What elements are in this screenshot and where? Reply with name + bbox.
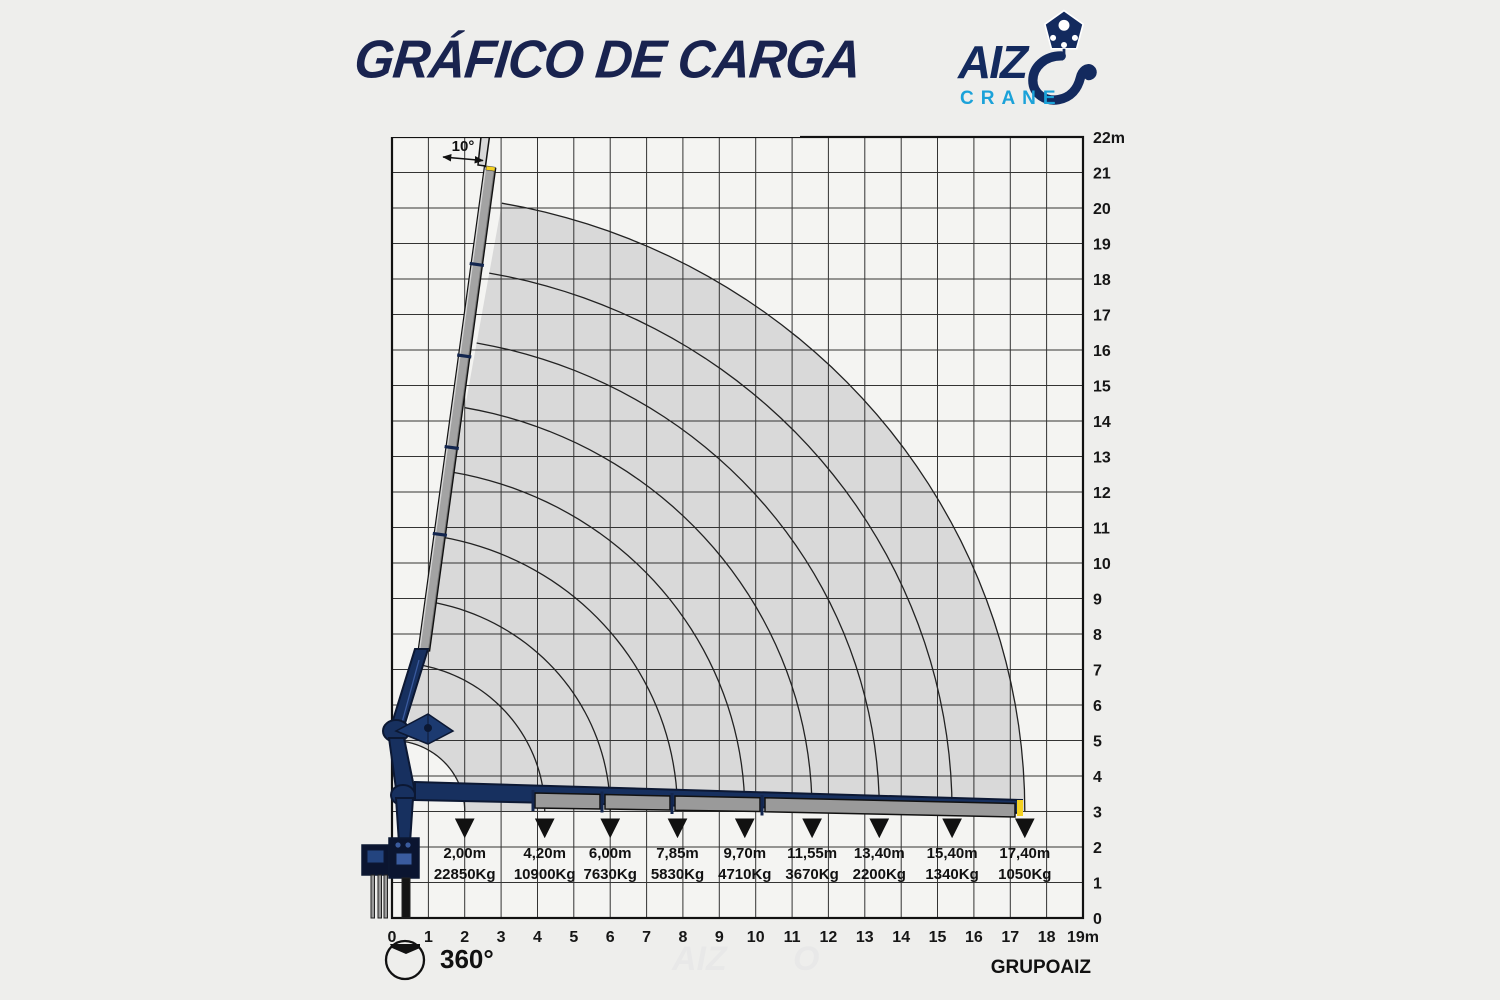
svg-text:13,40m: 13,40m (854, 845, 905, 862)
svg-text:9: 9 (1093, 592, 1102, 609)
svg-text:10: 10 (747, 929, 765, 946)
svg-text:16: 16 (1093, 343, 1111, 360)
svg-text:3: 3 (497, 929, 506, 946)
svg-text:19m: 19m (1067, 929, 1099, 946)
svg-text:9: 9 (715, 929, 724, 946)
svg-text:5830Kg: 5830Kg (651, 866, 704, 883)
svg-text:10900Kg: 10900Kg (514, 866, 576, 883)
svg-text:19: 19 (1093, 237, 1111, 254)
svg-text:17: 17 (1001, 929, 1019, 946)
svg-text:12: 12 (820, 929, 838, 946)
svg-text:1340Kg: 1340Kg (925, 866, 978, 883)
svg-text:10°: 10° (452, 138, 475, 155)
svg-text:17: 17 (1093, 308, 1111, 325)
svg-text:2200Kg: 2200Kg (853, 866, 906, 883)
svg-text:16: 16 (965, 929, 983, 946)
svg-text:5: 5 (1093, 734, 1102, 751)
svg-text:1050Kg: 1050Kg (998, 866, 1051, 883)
svg-text:0: 0 (1093, 911, 1102, 928)
svg-text:14: 14 (1093, 414, 1111, 431)
svg-text:3: 3 (1093, 805, 1102, 822)
svg-text:8: 8 (1093, 627, 1102, 644)
svg-text:5: 5 (569, 929, 578, 946)
svg-text:15: 15 (1093, 379, 1111, 396)
svg-text:11,55m: 11,55m (787, 845, 837, 862)
svg-text:6,00m: 6,00m (589, 845, 632, 862)
svg-text:15: 15 (929, 929, 947, 946)
svg-text:1: 1 (424, 929, 433, 946)
svg-text:1: 1 (1093, 876, 1102, 893)
svg-text:20: 20 (1093, 201, 1111, 218)
svg-text:21: 21 (1093, 166, 1111, 183)
svg-text:18: 18 (1093, 272, 1111, 289)
svg-text:0: 0 (388, 929, 397, 946)
svg-text:10: 10 (1093, 556, 1111, 573)
svg-text:4,20m: 4,20m (523, 845, 566, 862)
svg-text:7630Kg: 7630Kg (584, 866, 637, 883)
svg-text:4710Kg: 4710Kg (718, 866, 771, 883)
svg-text:13: 13 (856, 929, 874, 946)
svg-text:3670Kg: 3670Kg (785, 866, 838, 883)
svg-text:8: 8 (678, 929, 687, 946)
svg-text:7: 7 (1093, 663, 1102, 680)
svg-text:4: 4 (1093, 769, 1102, 786)
svg-text:2: 2 (1093, 840, 1102, 857)
svg-text:7: 7 (642, 929, 651, 946)
svg-text:6: 6 (606, 929, 615, 946)
svg-text:13: 13 (1093, 450, 1111, 467)
svg-text:7,85m: 7,85m (656, 845, 699, 862)
svg-text:GRUPOAIZ: GRUPOAIZ (991, 957, 1092, 978)
svg-text:15,40m: 15,40m (927, 845, 978, 862)
svg-text:11: 11 (784, 929, 801, 946)
svg-text:17,40m: 17,40m (999, 845, 1050, 862)
svg-text:2: 2 (460, 929, 469, 946)
svg-text:22850Kg: 22850Kg (434, 866, 496, 883)
svg-text:2,00m: 2,00m (443, 845, 486, 862)
svg-text:4: 4 (533, 929, 542, 946)
svg-text:9,70m: 9,70m (724, 845, 767, 862)
svg-text:360°: 360° (440, 944, 494, 974)
svg-text:6: 6 (1093, 698, 1102, 715)
svg-text:14: 14 (892, 929, 910, 946)
svg-text:18: 18 (1038, 929, 1056, 946)
svg-text:12: 12 (1093, 485, 1111, 502)
svg-text:11: 11 (1093, 521, 1110, 538)
svg-text:22m: 22m (1093, 130, 1125, 147)
